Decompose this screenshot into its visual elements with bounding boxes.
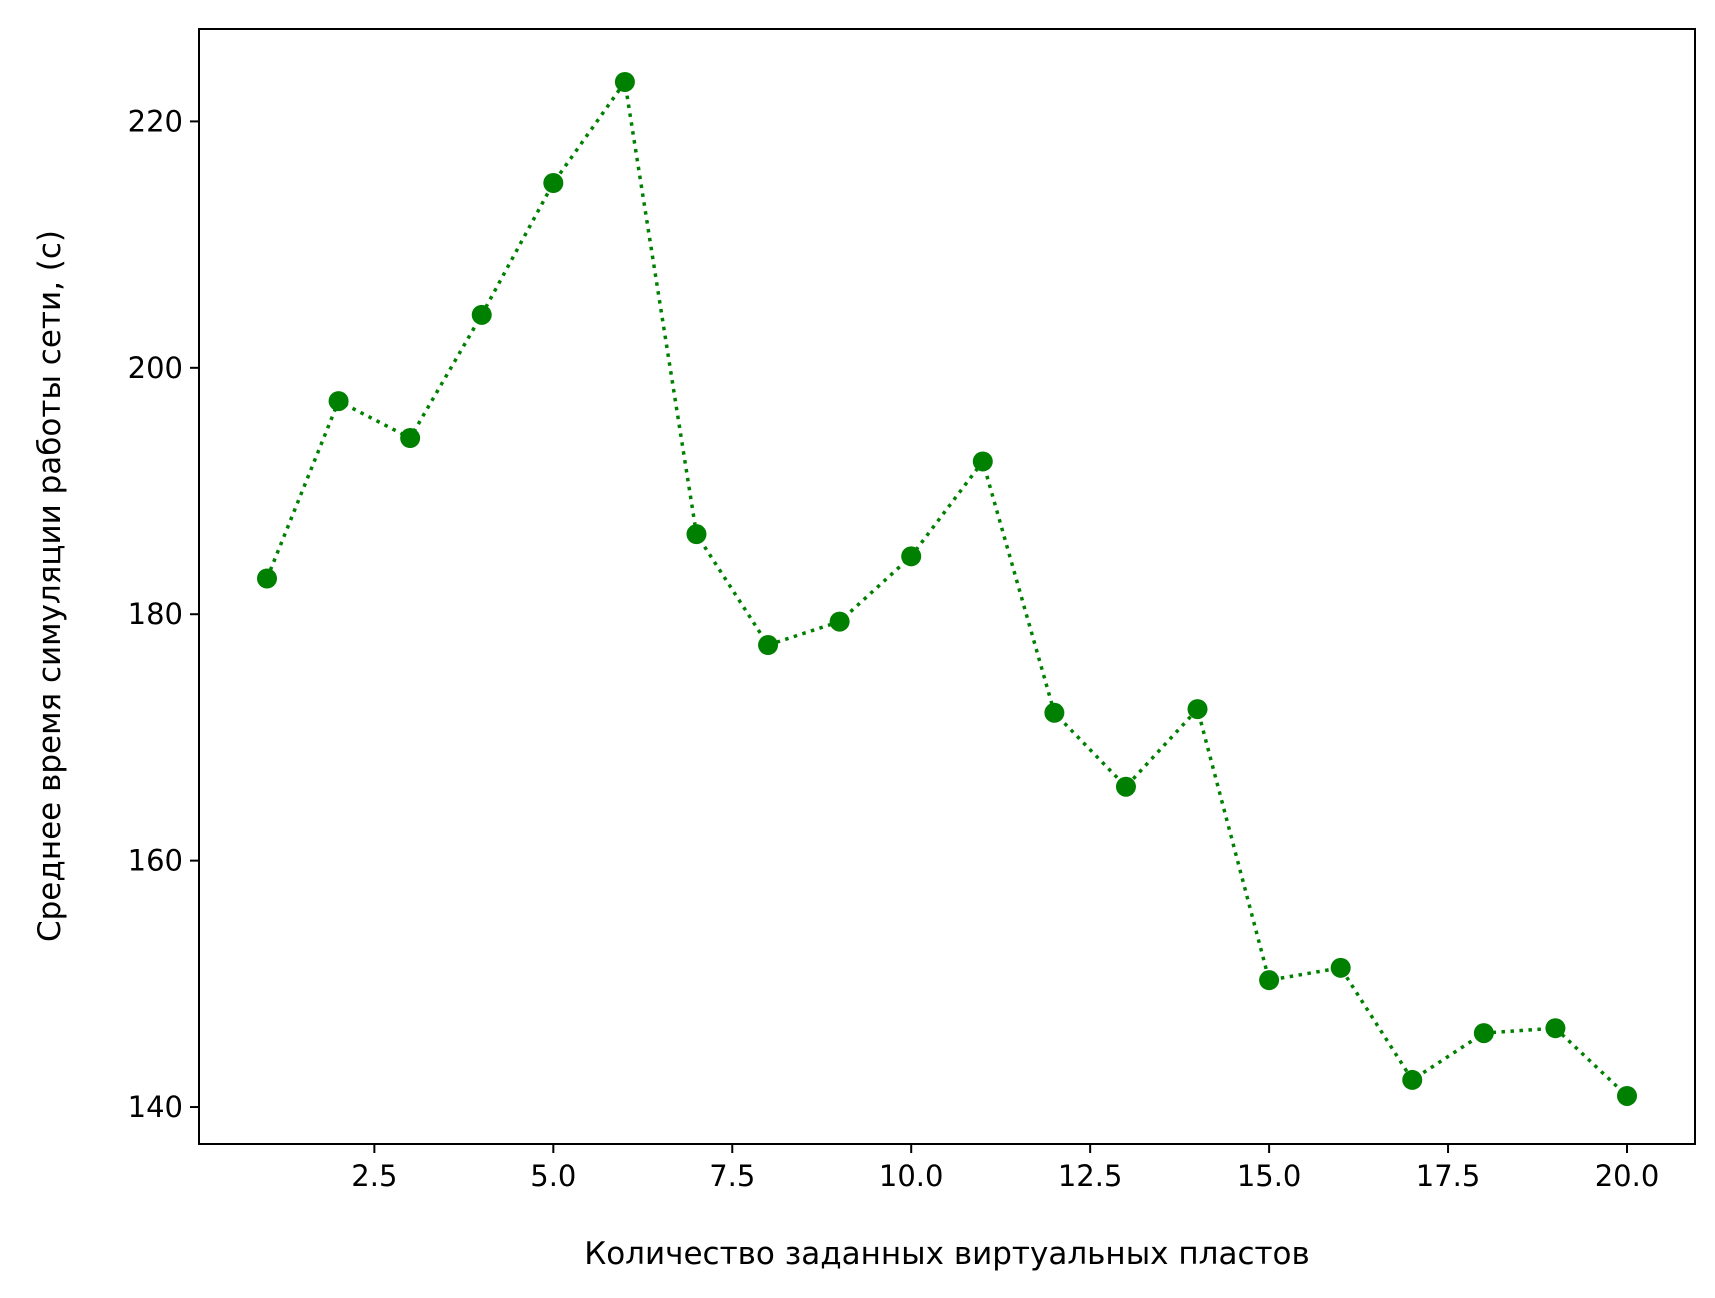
data-point: [1115, 776, 1136, 797]
data-point: [614, 71, 635, 92]
x-tick-label: 7.5: [709, 1159, 755, 1193]
x-tick-label: 20.0: [1595, 1159, 1660, 1193]
data-point: [972, 451, 993, 472]
x-axis-label: Количество заданных виртуальных пластов: [584, 1236, 1310, 1272]
data-point: [1402, 1069, 1423, 1090]
series-line: [265, 77, 1629, 1098]
x-tick-label: 15.0: [1237, 1159, 1302, 1193]
plot-frame: [198, 28, 1696, 1145]
y-axis: 140 160 180 200 220: [128, 104, 199, 1124]
data-point: [1545, 1018, 1566, 1039]
data-point: [1473, 1023, 1494, 1044]
data-point: [1617, 1085, 1637, 1106]
x-tick-label: 17.5: [1416, 1159, 1481, 1193]
data-point: [471, 304, 492, 325]
y-tick-label: 200: [128, 351, 183, 385]
data-point: [1187, 699, 1208, 720]
x-tick-label: 5.0: [530, 1159, 576, 1193]
data-point: [686, 524, 707, 545]
x-tick-label: 2.5: [351, 1159, 397, 1193]
series-layer: [257, 71, 1637, 1106]
y-tick-label: 220: [128, 104, 183, 138]
x-axis: 2.5 5.0 7.5 10.0 12.5 15.0 17.5 20.0: [351, 1144, 1659, 1193]
data-point: [400, 428, 421, 449]
data-point: [1044, 702, 1065, 723]
data-point: [543, 173, 564, 194]
x-tick-label: 12.5: [1058, 1159, 1123, 1193]
y-tick-label: 180: [128, 597, 183, 631]
y-axis-label: Среднее время симуляции работы сети, (с): [32, 230, 68, 942]
data-point: [328, 391, 349, 412]
data-point: [758, 635, 779, 656]
data-point: [901, 546, 922, 567]
y-tick-label: 140: [128, 1090, 183, 1124]
y-tick-label: 160: [128, 844, 183, 878]
x-tick-label: 10.0: [879, 1159, 944, 1193]
data-point: [1259, 970, 1280, 991]
data-point: [1330, 957, 1351, 978]
data-point: [257, 568, 277, 589]
data-point: [829, 611, 850, 632]
